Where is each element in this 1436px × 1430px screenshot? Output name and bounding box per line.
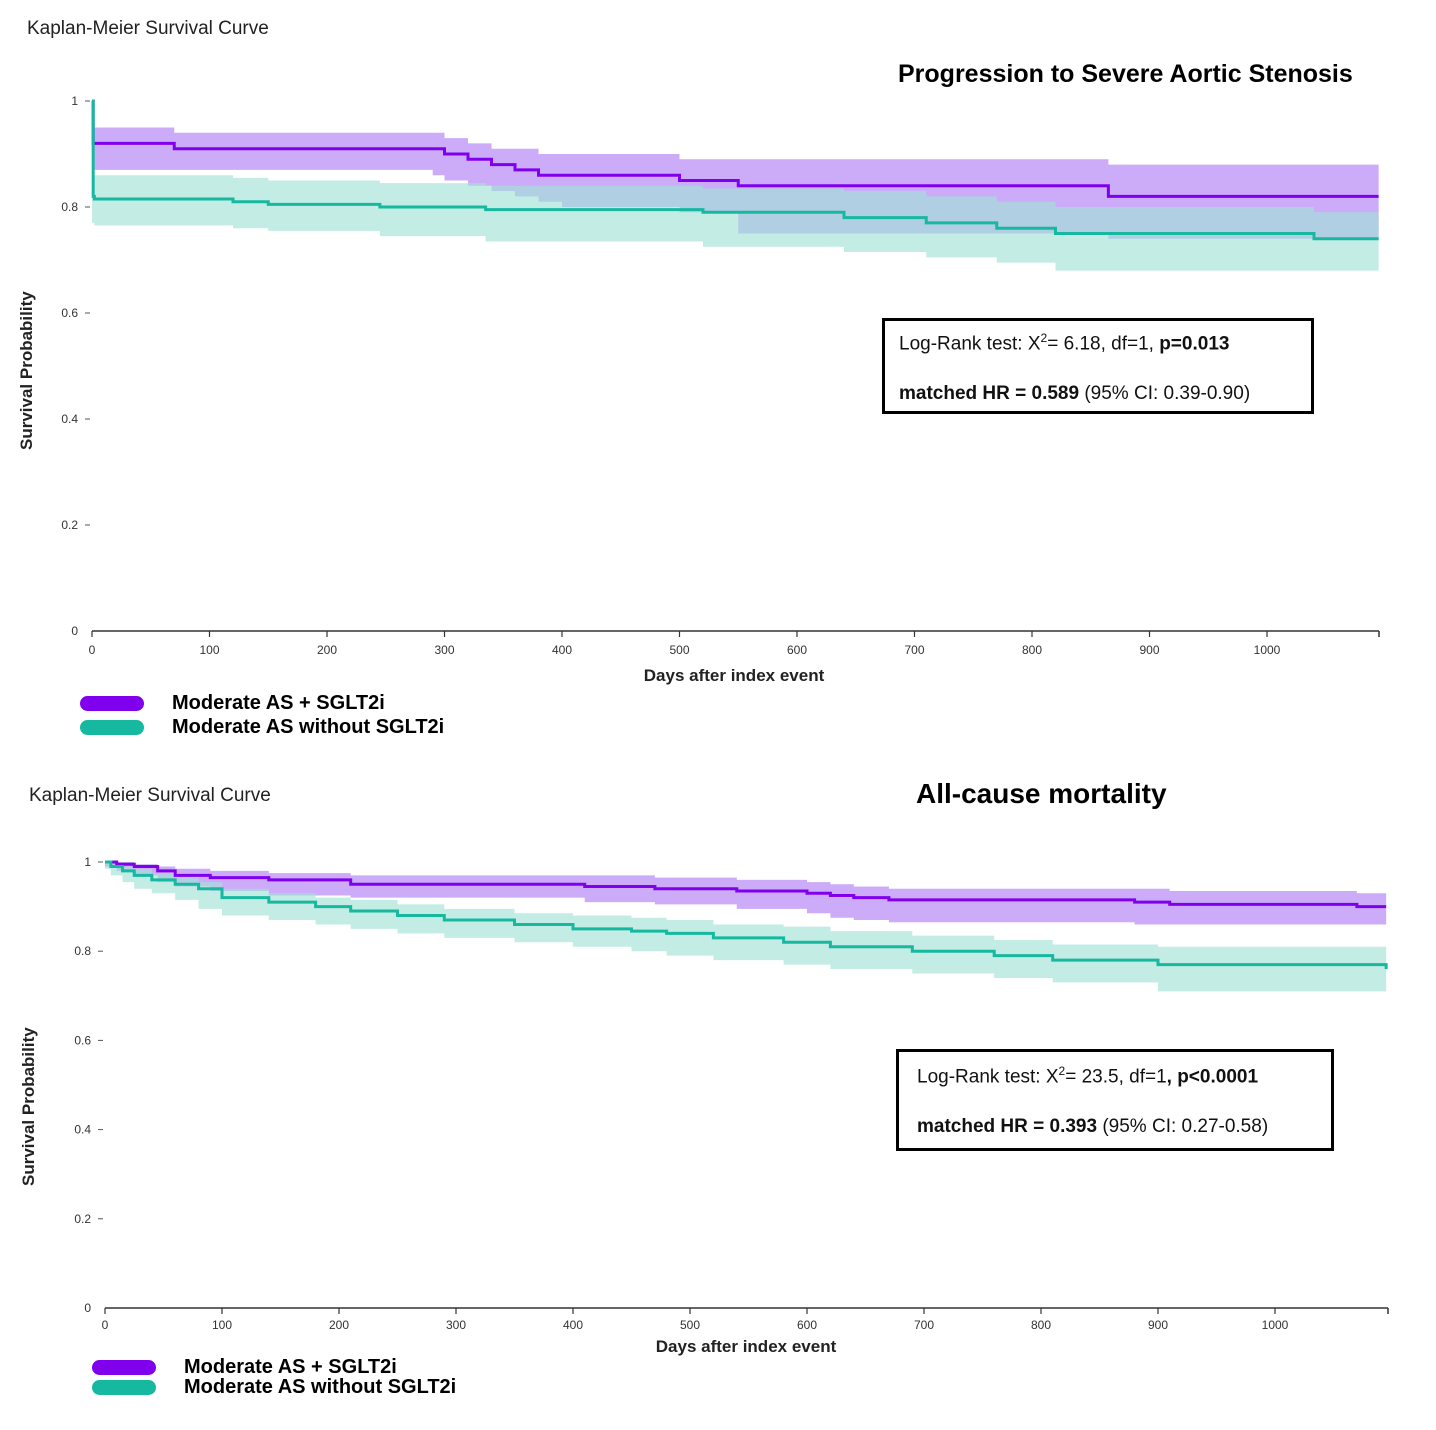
y-tick-label: 0.4 xyxy=(74,1123,91,1137)
y-tick-label: 0 xyxy=(84,1301,91,1315)
x-tick-label: 1000 xyxy=(1254,643,1281,657)
y-tick-label: 1 xyxy=(84,855,91,869)
chart-title: All-cause mortality xyxy=(916,778,1167,809)
p-value: p=0.013 xyxy=(1159,333,1230,355)
x-tick-label: 0 xyxy=(89,643,96,657)
confidence-interval: (95% CI: 0.39-0.90) xyxy=(1079,383,1251,404)
legend-swatch-treated xyxy=(80,696,144,711)
ci-band-overlap xyxy=(105,862,1387,925)
x-tick-label: 400 xyxy=(563,1318,583,1332)
legend-label-treated: Moderate AS + SGLT2i xyxy=(184,1356,397,1378)
log-rank-values: = 6.18, df=1, xyxy=(1047,333,1160,355)
x-tick-label: 600 xyxy=(787,643,807,657)
km-header: Kaplan-Meier Survival Curve xyxy=(27,18,269,39)
legend-label-control: Moderate AS without SGLT2i xyxy=(172,716,445,738)
log-rank-values: = 23.5, df=1 xyxy=(1065,1066,1167,1088)
survival-line-control xyxy=(91,99,1379,241)
chi-square-superscript: 2 xyxy=(1040,331,1048,345)
y-tick-label: 0.6 xyxy=(61,306,78,320)
x-tick-label: 300 xyxy=(446,1318,466,1332)
chi-square-superscript: 2 xyxy=(1058,1064,1066,1078)
x-tick-label: 300 xyxy=(434,643,454,657)
y-tick-label: 0.2 xyxy=(74,1212,91,1226)
km-panel-progression: Kaplan-Meier Survival Curve Progression … xyxy=(17,18,1380,738)
x-tick-label: 400 xyxy=(552,643,572,657)
y-tick-label: 1 xyxy=(71,94,78,108)
legend-label-control: Moderate AS without SGLT2i xyxy=(184,1376,457,1398)
y-tick-label: 0.8 xyxy=(61,200,78,214)
x-axis-label: Days after index event xyxy=(656,1337,837,1356)
x-tick-label: 500 xyxy=(680,1318,700,1332)
survival-line-control xyxy=(105,860,1388,970)
km-plot-progression: 0 100 200 300 400 500 600 700 800 900 1000 0 0.2 0.4 0… xyxy=(61,94,1380,685)
ci-band-treated xyxy=(105,862,1387,925)
legend-label-treated: Moderate AS + SGLT2i xyxy=(172,692,385,714)
ci-band-treated xyxy=(92,101,1379,239)
log-rank-prefix: Log-Rank test: X xyxy=(917,1066,1059,1088)
stats-box: Log-Rank test: X2= 23.5, df=1, p<0.0001 … xyxy=(896,1049,1334,1151)
y-tick-label: 0.6 xyxy=(74,1033,91,1047)
legend-swatch-control xyxy=(80,720,144,735)
y-tick-label: 0.4 xyxy=(61,412,78,426)
x-tick-label: 200 xyxy=(317,643,337,657)
km-plot-mortality: 0 100 200 300 400 500 600 700 800 900 1000 0 0.2 0.4 0… xyxy=(74,855,1389,1356)
hazard-ratio-line: matched HR = 0.589 (95% CI: 0.39-0.90) xyxy=(899,383,1250,405)
x-tick-label: 100 xyxy=(199,643,219,657)
x-tick-label: 800 xyxy=(1031,1318,1051,1332)
stats-box: Log-Rank test: X2= 6.18, df=1, p=0.013 m… xyxy=(882,318,1314,414)
log-rank-line: Log-Rank test: X2= 23.5, df=1, p<0.0001 xyxy=(917,1064,1258,1088)
x-tick-label: 700 xyxy=(904,643,924,657)
hazard-ratio: matched HR = 0.393 xyxy=(917,1116,1098,1137)
x-tick-label: 1000 xyxy=(1262,1318,1289,1332)
p-value: , p<0.0001 xyxy=(1166,1066,1259,1088)
x-tick-label: 500 xyxy=(669,643,689,657)
hazard-ratio: matched HR = 0.589 xyxy=(899,383,1080,404)
hazard-ratio-line: matched HR = 0.393 (95% CI: 0.27-0.58) xyxy=(917,1116,1268,1138)
x-tick-label: 100 xyxy=(212,1318,232,1332)
x-tick-label: 900 xyxy=(1148,1318,1168,1332)
legend-swatch-treated xyxy=(92,1360,156,1375)
km-header: Kaplan-Meier Survival Curve xyxy=(29,785,271,806)
confidence-interval: (95% CI: 0.27-0.58) xyxy=(1097,1116,1269,1137)
y-tick-label: 0 xyxy=(71,624,78,638)
survival-line-treated xyxy=(105,860,1387,909)
x-axis-label: Days after index event xyxy=(644,666,825,685)
log-rank-prefix: Log-Rank test: X xyxy=(899,333,1041,355)
km-panel-mortality: Kaplan-Meier Survival Curve All-cause mo… xyxy=(0,770,1436,1420)
x-tick-label: 0 xyxy=(102,1318,109,1332)
log-rank-line: Log-Rank test: X2= 6.18, df=1, p=0.013 xyxy=(899,331,1229,355)
y-tick-label: 0.2 xyxy=(61,518,78,532)
survival-line-treated xyxy=(91,99,1379,198)
x-tick-label: 700 xyxy=(914,1318,934,1332)
ci-band-overlap xyxy=(92,101,1379,239)
x-tick-label: 600 xyxy=(797,1318,817,1332)
chart-title: Progression to Severe Aortic Stenosis xyxy=(898,60,1353,88)
x-tick-label: 800 xyxy=(1022,643,1042,657)
x-tick-label: 200 xyxy=(329,1318,349,1332)
x-tick-label: 900 xyxy=(1139,643,1159,657)
legend-swatch-control xyxy=(92,1380,156,1395)
y-tick-label: 0.8 xyxy=(74,944,91,958)
